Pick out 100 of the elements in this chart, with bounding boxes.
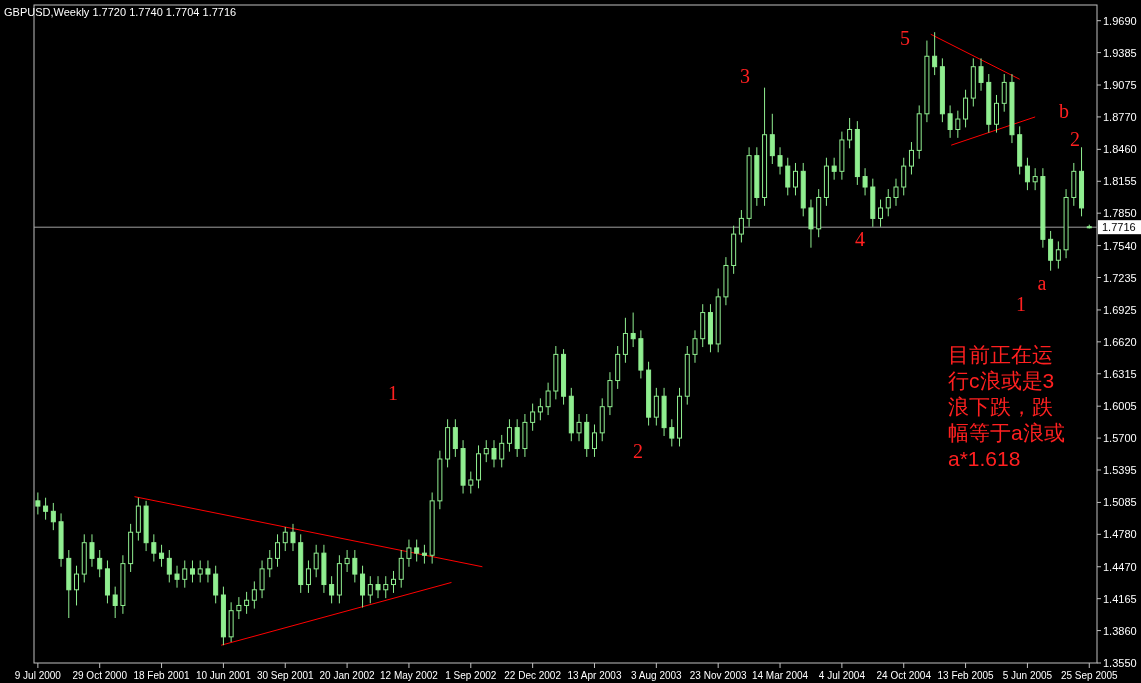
candlestick — [994, 94, 999, 134]
x-tick-label: 13 Feb 2005 — [937, 670, 995, 681]
y-tick-label: 1.5700 — [1103, 432, 1137, 445]
candlestick — [205, 559, 211, 583]
annotation: 1 — [388, 381, 398, 404]
candlestick — [669, 418, 675, 447]
candlestick — [777, 146, 783, 175]
candlestick — [530, 403, 536, 432]
candlestick — [244, 591, 250, 615]
y-tick-label: 1.8770 — [1103, 110, 1137, 123]
annotation: 2 — [633, 439, 643, 462]
candlestick — [43, 497, 49, 521]
y-tick-label: 1.3860 — [1103, 624, 1137, 637]
y-tick-label: 1.6005 — [1103, 400, 1137, 413]
candlestick — [785, 157, 791, 196]
candlestick — [963, 89, 969, 128]
x-tick-label: 5 Jun 2005 — [1002, 670, 1053, 681]
candlestick — [352, 549, 358, 583]
candlestick — [514, 418, 520, 458]
candlestick — [831, 157, 837, 181]
candlestick — [499, 434, 505, 468]
candlestick — [367, 575, 373, 604]
x-tick-label: 10 Jun 2001 — [195, 670, 252, 681]
candlestick — [793, 162, 798, 196]
candlestick — [383, 575, 389, 599]
y-tick-label: 1.4165 — [1103, 592, 1137, 605]
y-tick-label: 1.9385 — [1103, 46, 1137, 59]
annotation: 1 — [1016, 292, 1026, 315]
annotation: 2 — [1070, 127, 1080, 150]
candlestick — [360, 565, 366, 609]
y-tick-label: 1.8155 — [1103, 175, 1137, 188]
y-tick-label: 1.7850 — [1103, 207, 1137, 220]
candlestick — [738, 209, 744, 243]
candlestick — [375, 575, 381, 599]
candlestick — [406, 539, 412, 568]
x-tick-label: 22 Dec 2002 — [504, 670, 562, 681]
candlestick — [808, 199, 814, 249]
x-tick-label: 18 Feb 2001 — [133, 670, 191, 681]
annotation: a — [1037, 271, 1047, 294]
annotation: 5 — [900, 26, 910, 49]
candlestick — [89, 533, 95, 568]
candlestick — [151, 533, 157, 563]
candlestick — [506, 418, 512, 453]
candlestick — [344, 549, 350, 573]
candlestick — [174, 565, 180, 589]
candlestick — [878, 199, 884, 228]
candlestick — [468, 471, 474, 495]
candlestick — [653, 387, 659, 427]
candlestick — [483, 439, 489, 463]
x-tick-label: 3 Aug 2003 — [631, 670, 683, 681]
candlestick — [537, 397, 543, 421]
candlestick — [236, 596, 242, 620]
x-tick-label: 13 Apr 2003 — [567, 670, 622, 681]
candlestick — [398, 549, 404, 589]
candlestick — [947, 104, 953, 139]
annotation: b — [1059, 99, 1069, 122]
candlestick — [1048, 230, 1054, 272]
candlestick — [491, 439, 497, 468]
candlestick — [313, 544, 319, 578]
candlestick — [213, 565, 219, 604]
candlestick — [267, 549, 273, 578]
y-tick-label: 1.4780 — [1103, 528, 1137, 541]
candlestick — [769, 113, 775, 165]
candlestick — [159, 544, 165, 568]
candlestick — [630, 312, 636, 348]
candlestick — [251, 580, 257, 610]
candlestick — [421, 544, 427, 565]
x-tick-label: 1 Sep 2002 — [445, 670, 497, 681]
candlestick — [189, 559, 195, 583]
x-tick-label: 4 Jul 2004 — [818, 670, 866, 681]
candlestick — [390, 570, 396, 594]
candlestick — [622, 317, 628, 364]
candlestick — [35, 491, 41, 515]
candlestick — [591, 423, 597, 458]
candlestick — [112, 586, 118, 619]
candlestick — [414, 539, 420, 563]
candlestick — [862, 167, 868, 196]
candlestick — [885, 188, 891, 217]
candlestick — [74, 565, 80, 606]
candlestick — [305, 559, 311, 594]
annotation: 4 — [855, 227, 865, 250]
y-tick-label: 1.4470 — [1103, 560, 1137, 573]
candlestick — [50, 502, 56, 531]
candlestick — [97, 549, 103, 578]
candlestick — [290, 523, 296, 552]
x-tick-label: 14 Mar 2004 — [751, 670, 809, 681]
y-tick-label: 1.9075 — [1103, 79, 1137, 92]
y-tick-label: 1.9690 — [1103, 14, 1137, 27]
candlestick — [908, 141, 914, 175]
x-tick-label: 12 May 2002 — [380, 670, 439, 681]
x-tick-label: 30 Sep 2001 — [256, 670, 315, 681]
y-tick-label: 1.6620 — [1103, 335, 1137, 348]
candlestick — [893, 178, 899, 207]
candlestick — [1032, 167, 1038, 191]
candlestick — [576, 413, 582, 442]
candlestick — [259, 559, 265, 599]
y-tick-label: 1.7540 — [1103, 239, 1137, 252]
candlestick — [901, 157, 907, 196]
y-tick-label: 1.3550 — [1103, 657, 1137, 669]
x-tick-label: 29 Oct 2000 — [72, 670, 128, 681]
